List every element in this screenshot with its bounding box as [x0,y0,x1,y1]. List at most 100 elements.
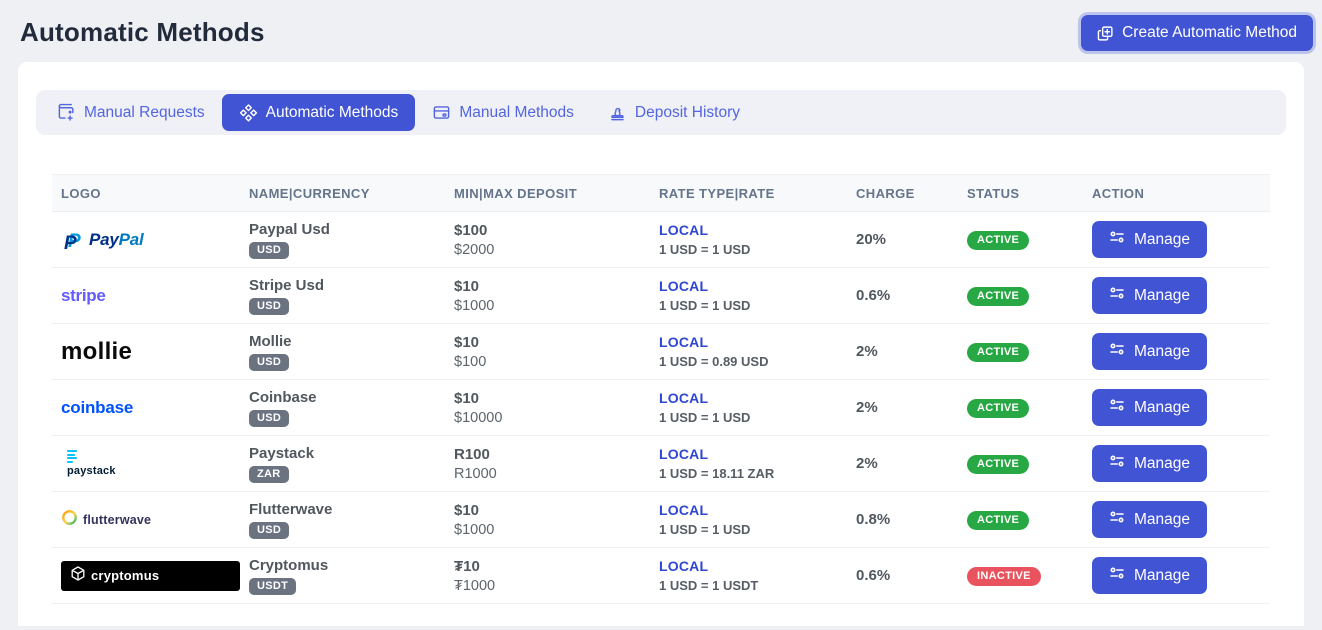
status-badge: ACTIVE [967,454,1030,474]
max-deposit: $100 [454,353,487,370]
charge: 0.6% [856,567,891,584]
header-status: STATUS [967,185,1020,201]
sliders-icon [1109,397,1125,418]
page-header: Automatic Methods Create Automatic Metho… [0,0,1322,62]
card-icon [432,103,451,122]
rate-value: 1 USD = 1 USD [659,410,751,425]
manage-button[interactable]: Manage [1092,333,1208,370]
manage-button[interactable]: Manage [1092,557,1208,594]
flutterwave-swirl-icon [61,509,78,531]
paypal-logo: P P PayPal [64,229,144,252]
method-name: Cryptomus [249,556,329,574]
rate-value: 1 USD = 1 USDT [659,578,759,593]
tab-manual-methods[interactable]: Manual Methods [415,94,591,131]
rate-type: LOCAL [659,390,709,406]
tab-manual-requests[interactable]: Manual Requests [40,94,222,131]
tab-deposit-history[interactable]: Deposit History [591,94,757,131]
currency-badge: USD [249,521,290,539]
min-deposit: $100 [454,221,488,239]
max-deposit: $1000 [454,521,495,538]
min-deposit: $10 [454,333,480,351]
min-deposit: ₮10 [454,557,480,575]
rate-type: LOCAL [659,222,709,238]
tab-label: Manual Methods [459,103,574,121]
tab-automatic-methods[interactable]: Automatic Methods [221,94,416,131]
rate-type: LOCAL [659,558,709,574]
rate-type: LOCAL [659,446,709,462]
sliders-icon [1109,509,1125,530]
paystack-logo: paystack [61,450,240,477]
table-row: P P PayPal Paypal Usd USD $100 $2000 LOC… [52,212,1270,268]
rate-type: LOCAL [659,278,709,294]
min-deposit: $10 [454,501,480,519]
stripe-logo: stripe [61,285,106,305]
paypal-mark-back: P [68,231,81,252]
cryptomus-logo: cryptomus [61,560,240,591]
manage-label: Manage [1134,398,1191,416]
status-badge: ACTIVE [967,342,1030,362]
table-row: mollie Mollie USD $10 $100 LOCAL 1 USD =… [52,324,1270,380]
table-row: paystack Paystack ZAR R100 R1000 LOCAL 1… [52,436,1270,492]
manage-button[interactable]: Manage [1092,221,1208,258]
grid-icon [239,103,258,122]
sliders-icon [1109,453,1125,474]
charge: 2% [856,399,878,416]
table-row: stripe Stripe Usd USD $10 $1000 LOCAL 1 … [52,268,1270,324]
status-badge: ACTIVE [967,286,1030,306]
header-action: ACTION [1092,185,1145,201]
methods-table: LOGO NAME|CURRENCY MIN|MAX DEPOSIT RATE … [52,174,1270,604]
max-deposit: $1000 [454,297,495,314]
charge: 2% [856,455,878,472]
manage-label: Manage [1134,566,1191,584]
currency-badge: USDT [249,577,297,595]
header-min-max: MIN|MAX DEPOSIT [454,185,578,201]
sliders-icon [1109,565,1125,586]
charge: 0.8% [856,511,891,528]
currency-badge: USD [249,353,290,371]
manage-label: Manage [1134,230,1191,248]
max-deposit: $2000 [454,241,495,258]
manage-button[interactable]: Manage [1092,277,1208,314]
create-automatic-method-button[interactable]: Create Automatic Method [1081,15,1313,51]
rate-type: LOCAL [659,502,709,518]
status-badge: ACTIVE [967,230,1030,250]
header-rate: RATE TYPE|RATE [659,185,775,201]
manage-label: Manage [1134,342,1191,360]
manage-label: Manage [1134,510,1191,528]
table-row: coinbase Coinbase USD $10 $10000 LOCAL 1… [52,380,1270,436]
max-deposit: ₮1000 [454,577,496,594]
method-name: Mollie [249,332,292,350]
rate-value: 1 USD = 18.11 ZAR [659,466,775,481]
tab-bar: Manual Requests Automatic Methods [36,90,1286,135]
max-deposit: $10000 [454,409,503,426]
currency-badge: ZAR [249,465,289,483]
min-deposit: $10 [454,277,480,295]
stamp-history-icon [608,103,627,122]
page-title: Automatic Methods [20,17,265,47]
manage-button[interactable]: Manage [1092,389,1208,426]
tab-label: Automatic Methods [265,103,399,121]
status-badge: ACTIVE [967,510,1030,530]
max-deposit: R1000 [454,465,497,482]
header-charge: CHARGE [856,185,915,201]
min-deposit: $10 [454,389,480,407]
tab-label: Deposit History [634,103,740,121]
status-badge: INACTIVE [967,566,1041,586]
content-card: Manual Requests Automatic Methods [18,62,1304,626]
manage-button[interactable]: Manage [1092,501,1208,538]
mollie-logo: mollie [61,337,133,365]
sliders-icon [1109,341,1125,362]
table-header-row: LOGO NAME|CURRENCY MIN|MAX DEPOSIT RATE … [52,174,1270,212]
status-badge: ACTIVE [967,398,1030,418]
method-name: Paypal Usd [249,220,330,238]
rate-value: 1 USD = 1 USD [659,522,751,537]
tab-label: Manual Requests [84,103,205,121]
manage-label: Manage [1134,454,1191,472]
paypal-mark-front: P [64,233,77,252]
copy-plus-icon [1097,25,1114,42]
manage-button[interactable]: Manage [1092,445,1208,482]
wallet-plus-icon [57,103,76,122]
sliders-icon [1109,285,1125,306]
method-name: Coinbase [249,388,317,406]
rate-type: LOCAL [659,334,709,350]
